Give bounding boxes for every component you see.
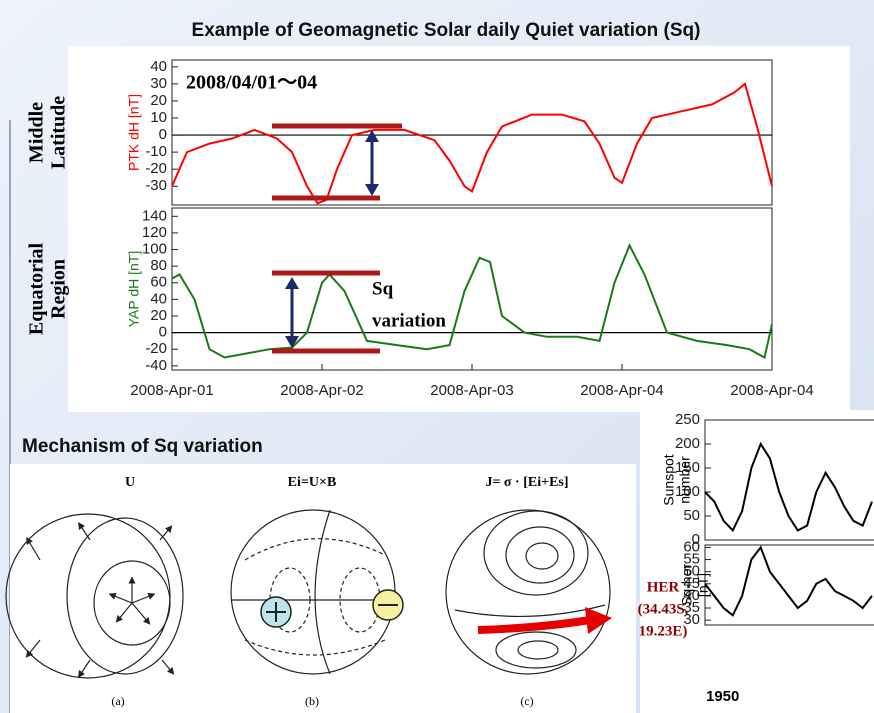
diagram-panel — [10, 464, 636, 713]
sunspot-panel — [640, 410, 874, 713]
sphere-b — [230, 509, 396, 675]
y-tick-label: -10 — [145, 143, 167, 160]
y-tick-label: -20 — [145, 340, 167, 357]
y-tick-label: 0 — [159, 126, 167, 143]
x-tick-label: 2008-Apr-02 — [280, 382, 363, 399]
panel-heading: U — [125, 475, 135, 490]
y-tick-label: 0 — [159, 324, 167, 341]
region-label: Region — [48, 259, 70, 319]
y-tick-label: 80 — [150, 257, 167, 274]
y-axis-label: YAP dH [nT] — [126, 251, 142, 328]
x-tick-label: 2008-Apr-04 — [730, 382, 813, 399]
line-series — [704, 545, 873, 617]
station-coords: (34.43S, — [638, 601, 689, 617]
panel-caption: (a) — [111, 694, 124, 708]
x-tick-label: 2008-Apr-03 — [430, 382, 513, 399]
panel-heading: J= σ · [Ei+Es] — [485, 475, 568, 490]
arrow-head — [285, 277, 299, 289]
minus-symbol — [372, 589, 404, 621]
diagram-title: Mechanism of Sq variation — [22, 436, 263, 457]
y-tick-label: 30 — [150, 75, 167, 92]
plot-frame — [704, 419, 874, 541]
y-tick-label: 250 — [675, 411, 700, 428]
arrow-head — [365, 130, 379, 142]
y-axis-label: number — [677, 456, 693, 504]
line-series — [171, 82, 773, 205]
annotation-box — [180, 66, 400, 100]
station-name: HER — [647, 579, 680, 595]
y-tick-label: 60 — [150, 274, 167, 291]
y-tick-label: 150 — [675, 459, 700, 476]
line-series — [171, 242, 773, 360]
panel-caption: (c) — [520, 694, 533, 708]
y-tick-label: 40 — [683, 587, 700, 604]
y-tick-label: 10 — [150, 109, 167, 126]
arrow-head — [365, 184, 379, 196]
x-tick-label: 2008-Apr-01 — [130, 382, 213, 399]
y-tick-label: -20 — [145, 160, 167, 177]
y-tick-label: 20 — [150, 307, 167, 324]
sphere-a — [5, 513, 184, 679]
y-tick-label: 0 — [692, 531, 700, 548]
y-tick-label: 100 — [675, 483, 700, 500]
line-series — [704, 441, 873, 533]
annotation: 2008/04/01～04 — [186, 72, 317, 94]
region-label: Middle — [26, 102, 48, 163]
station-coords: 19.23E) — [639, 623, 688, 639]
y-tick-label: 30 — [683, 611, 700, 628]
y-tick-label: 140 — [142, 207, 167, 224]
current-arrowhead — [585, 607, 612, 634]
y-tick-label: -40 — [145, 357, 167, 374]
chart-panel — [68, 46, 850, 412]
panel-caption: (b) — [305, 694, 319, 708]
y-tick-label: 40 — [150, 290, 167, 307]
y-axis-label: Sq-her — [679, 564, 695, 606]
y-axis-label: [nT] — [695, 573, 711, 597]
region-label: Latitude — [48, 96, 70, 169]
y-tick-label: 60 — [683, 538, 700, 555]
annotation: Sq — [372, 278, 394, 299]
y-tick-label: 20 — [150, 92, 167, 109]
y-axis-label: Sunspot — [661, 454, 677, 505]
y-tick-label: 45 — [683, 575, 700, 592]
panel-heading: Ei=U×B — [288, 475, 337, 490]
y-tick-label: 50 — [683, 507, 700, 524]
x-tick-label: 2008-Apr-04 — [580, 382, 663, 399]
header: Example of Geomagnetic Solar daily Quiet… — [192, 20, 701, 41]
annotation: 1950 — [706, 688, 739, 705]
y-tick-label: 50 — [683, 563, 700, 580]
arrow-head — [285, 336, 299, 348]
y-tick-label: -30 — [145, 177, 167, 194]
y-tick-label: 100 — [142, 241, 167, 258]
plot-frame — [171, 59, 773, 206]
annotation: variation — [372, 310, 446, 331]
current-arrow — [477, 616, 591, 634]
y-tick-label: 40 — [150, 58, 167, 75]
region-label: Equatorial — [26, 242, 48, 335]
y-tick-label: 35 — [683, 599, 700, 616]
y-axis-label: PTK dH [nT] — [126, 94, 142, 171]
y-tick-label: 120 — [142, 224, 167, 241]
y-tick-label: 55 — [683, 551, 700, 568]
y-tick-label: 200 — [675, 435, 700, 452]
plus-symbol — [260, 596, 292, 628]
